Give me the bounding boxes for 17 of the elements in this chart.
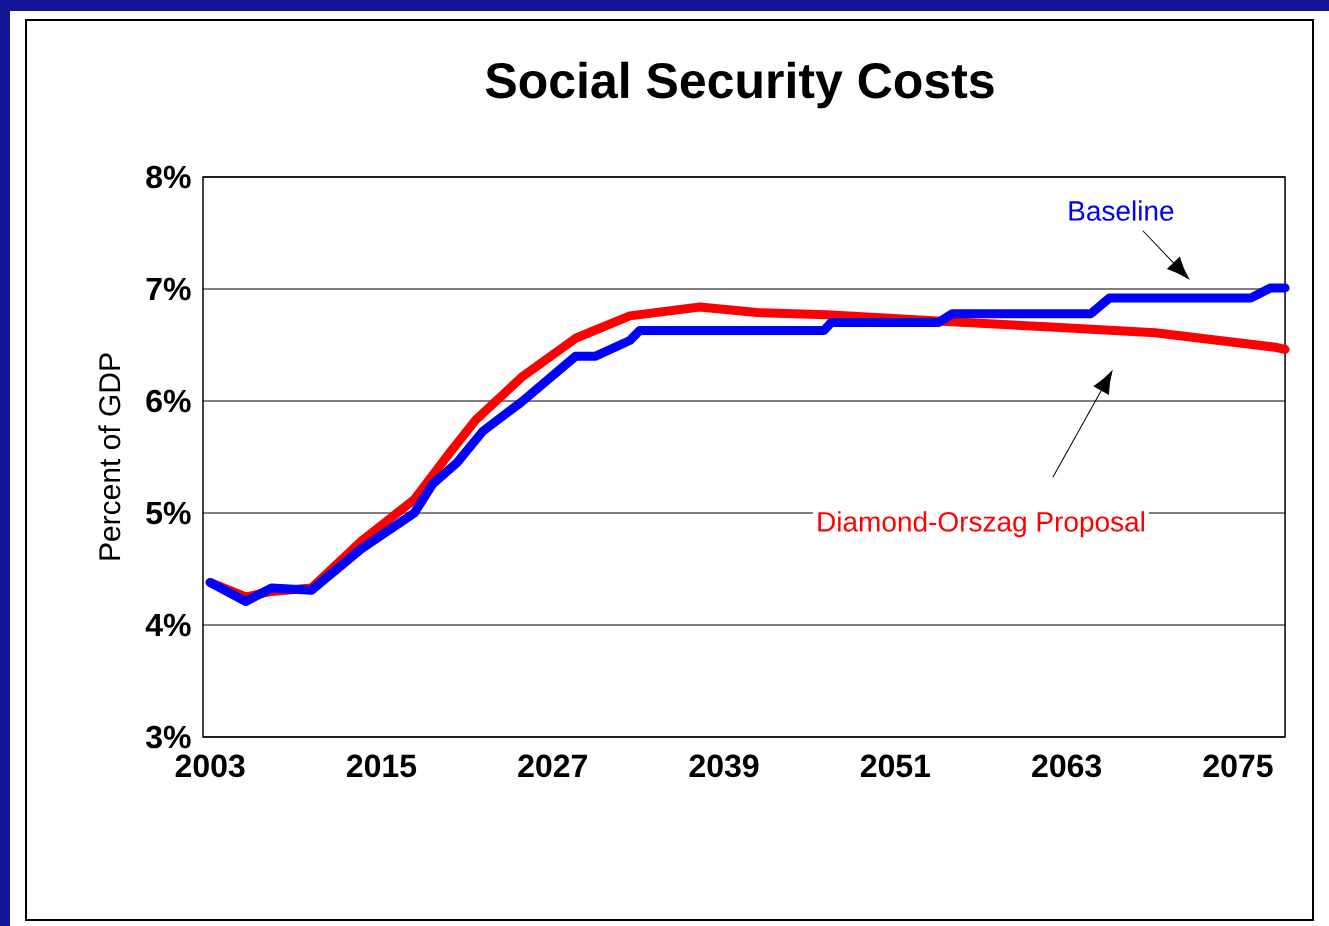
y-tick-label: 7% (146, 277, 191, 301)
y-axis-title: Percent of GDP (98, 353, 121, 560)
x-tick-label: 2039 (689, 754, 759, 778)
x-tick-label: 2003 (175, 754, 245, 778)
x-tick-label: 2051 (860, 754, 931, 778)
text: Baseline (1069, 200, 1174, 221)
y-tick-label: 6% (146, 389, 191, 413)
y-tick-label: 3% (145, 725, 191, 749)
y-tick-label: 8% (146, 165, 191, 189)
x-tick-label: 2015 (346, 754, 417, 778)
chart-title: Social Security Costs (485, 61, 994, 109)
x-tick-label: 2063 (1032, 754, 1102, 778)
x-tick-label: 2027 (518, 754, 587, 778)
y-tick-label: 4% (145, 613, 191, 637)
y-tick-label: 5% (146, 501, 191, 525)
x-tick-label: 2075 (1203, 754, 1273, 778)
text: Diamond-Orszag Proposal (818, 511, 1145, 538)
